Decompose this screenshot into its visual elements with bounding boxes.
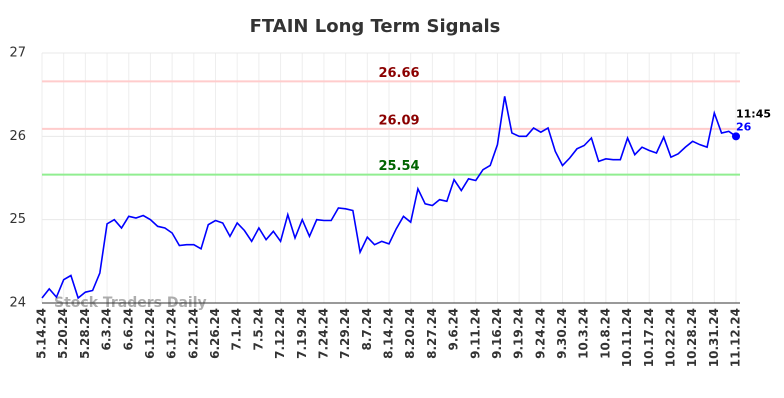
x-tick-label: 6.26.24 (208, 308, 222, 359)
y-tick-label: 26 (9, 129, 26, 144)
x-tick-label: 7.19.24 (295, 308, 309, 359)
x-tick-label: 10.31.24 (707, 308, 721, 367)
x-tick-label: 9.30.24 (555, 308, 569, 359)
x-tick-label: 8.7.24 (360, 308, 374, 351)
x-tick-label: 7.5.24 (251, 308, 265, 351)
reference-label: 25.54 (378, 159, 419, 174)
x-tick-label: 9.11.24 (468, 308, 482, 359)
reference-label: 26.09 (378, 113, 419, 128)
series-line (41, 96, 737, 300)
x-tick-label: 10.11.24 (620, 308, 634, 367)
x-tick-label: 7.24.24 (316, 308, 330, 359)
x-tick-label: 11.12.24 (729, 308, 743, 367)
x-tick-label: 8.20.24 (403, 308, 417, 359)
x-tick-label: 6.6.24 (121, 308, 135, 351)
x-tick-label: 7.12.24 (273, 308, 287, 359)
x-tick-label: 8.27.24 (425, 308, 439, 359)
x-tick-label: 6.21.24 (186, 308, 200, 359)
last-value: 26 (736, 120, 752, 133)
x-tick-label: 9.16.24 (490, 308, 504, 359)
x-tick-label: 6.3.24 (100, 308, 114, 351)
x-tick-label: 5.14.24 (35, 308, 49, 359)
x-tick-label: 7.1.24 (230, 308, 244, 351)
y-tick-label: 24 (9, 296, 26, 311)
x-tick-label: 10.28.24 (685, 308, 699, 367)
x-tick-label: 10.17.24 (642, 308, 656, 367)
reference-label: 26.66 (378, 66, 419, 81)
x-tick-label: 5.20.24 (56, 308, 70, 359)
y-tick-label: 27 (9, 46, 26, 61)
x-tick-label: 5.28.24 (78, 308, 92, 359)
x-tick-label: 10.3.24 (577, 308, 591, 359)
x-tick-label: 6.12.24 (143, 308, 157, 359)
x-tick-label: 9.19.24 (512, 308, 526, 359)
x-tick-label: 9.24.24 (533, 308, 547, 359)
x-tick-label: 9.6.24 (447, 308, 461, 351)
chart-title: FTAIN Long Term Signals (250, 16, 501, 37)
x-tick-label: 7.29.24 (338, 308, 352, 359)
x-tick-label: 8.14.24 (382, 308, 396, 359)
x-tick-label: 10.22.24 (663, 308, 677, 367)
last-time: 11:45 (736, 107, 771, 120)
x-tick-label: 10.8.24 (598, 308, 612, 359)
x-tick-label: 6.17.24 (165, 308, 179, 359)
last-point (732, 132, 740, 141)
y-tick-label: 25 (9, 212, 26, 227)
